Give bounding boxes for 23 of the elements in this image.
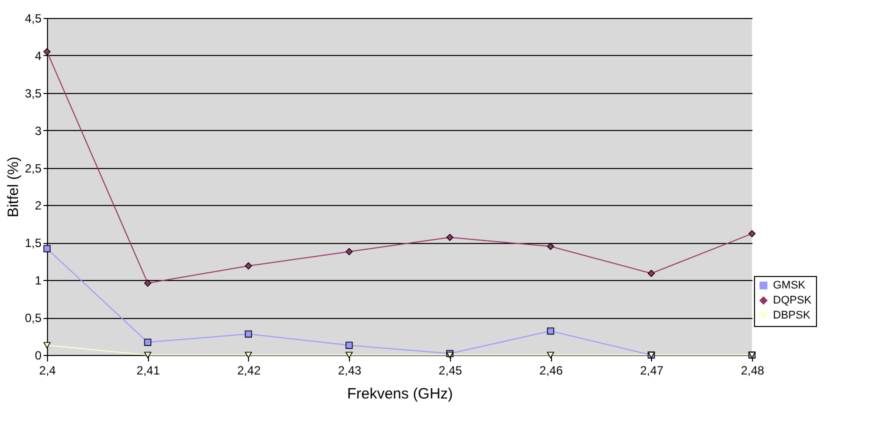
x-tick-label: 2,48 [740,364,764,378]
y-tick-label: 3 [34,124,42,138]
legend-label: GMSK [773,280,806,292]
x-tick-label: 2,45 [438,364,462,378]
y-axis-title: Bitfel (%) [4,156,22,218]
legend-label: DBPSK [773,310,811,322]
y-tick-label: 2 [34,198,42,213]
y-tick-label: 1,5 [24,236,42,250]
x-tick-label: 2,43 [338,364,362,378]
x-tick-label: 2,4 [39,364,56,378]
y-tick-label: 1 [34,274,42,288]
y-tick-label: 0,5 [24,311,42,326]
y-tick-label: 2,5 [24,161,42,176]
x-tick-label: 2,42 [237,364,261,378]
y-tick-label: 4 [34,48,42,63]
legend-label: DQPSK [773,294,812,306]
y-tick-label: 0 [34,348,42,362]
y-tick-label: 4,5 [24,12,42,26]
x-tick-label: 2,41 [136,364,160,378]
x-tick-label: 2,47 [640,364,664,378]
x-axis-title: Frekvens (GHz) [347,386,453,402]
y-tick-label: 3,5 [24,86,42,100]
x-tick-label: 2,46 [539,364,564,378]
